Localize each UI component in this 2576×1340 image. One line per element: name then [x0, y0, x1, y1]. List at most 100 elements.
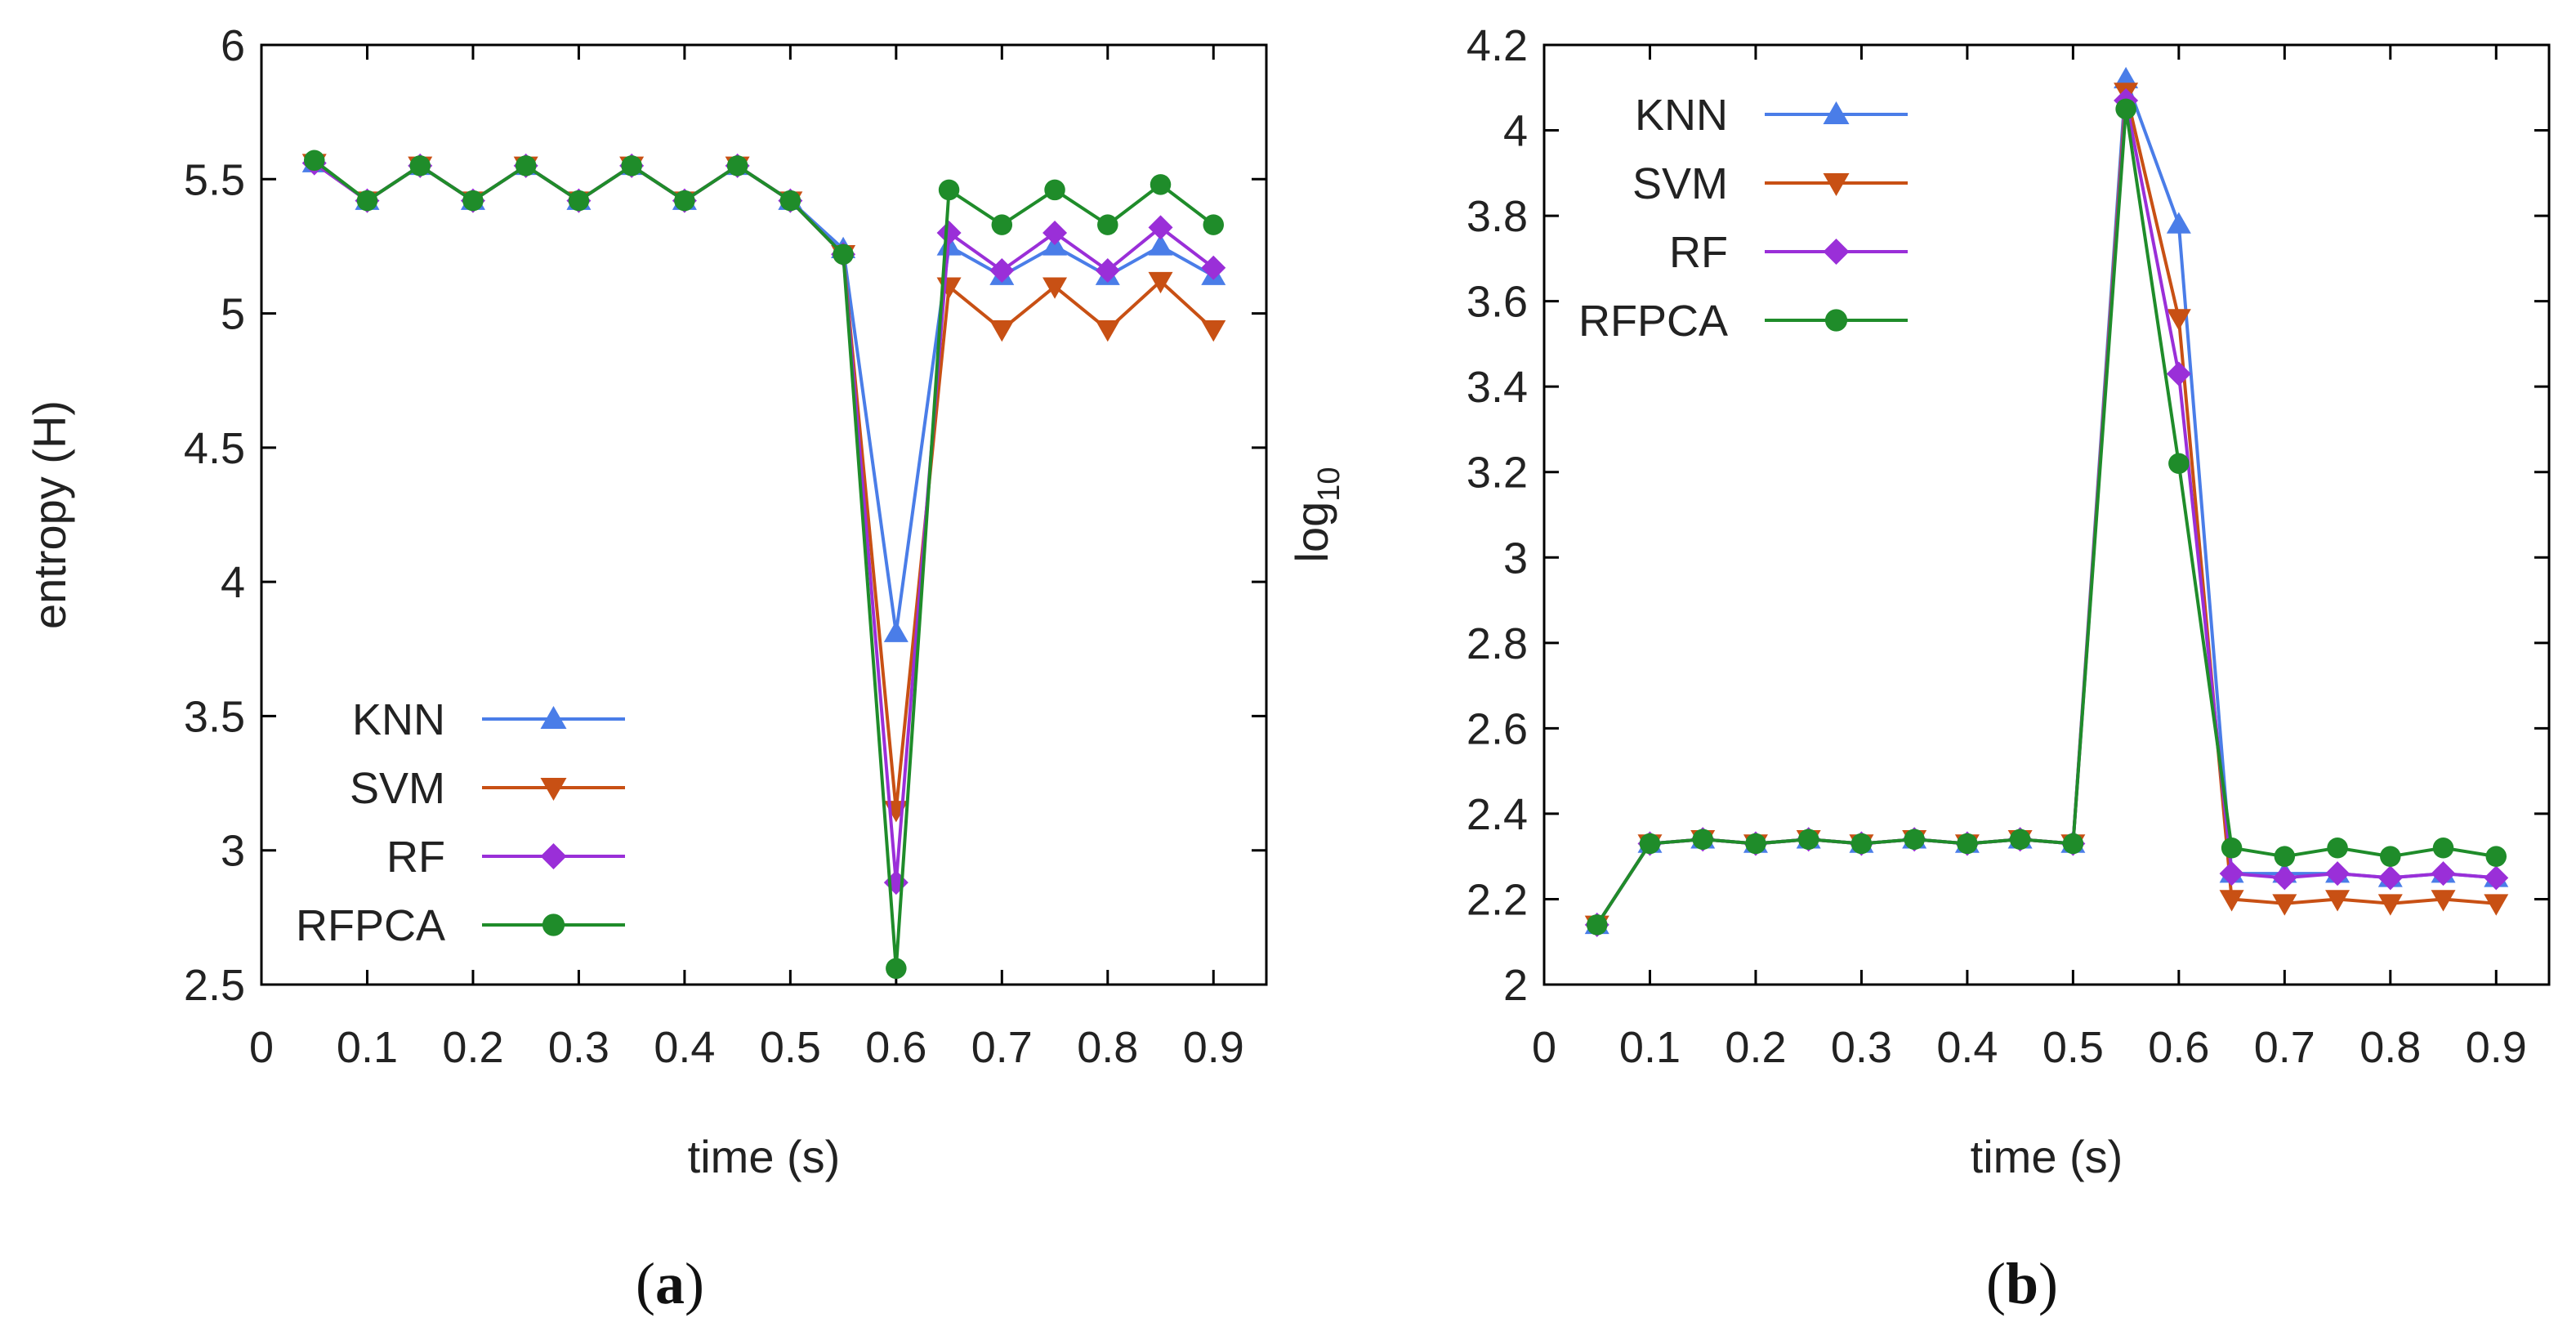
data-point-rf [2325, 861, 2351, 887]
data-point-rfpca [2062, 833, 2084, 855]
y-tick-label: 2.4 [1467, 790, 1528, 839]
data-point-svm [2219, 890, 2244, 912]
data-point-rfpca [938, 179, 960, 201]
x-tick-label: 0.6 [2148, 1023, 2209, 1072]
legend: KNN SVM RF RFPCA [296, 695, 625, 950]
x-axis-label: time (s) [1971, 1131, 2123, 1182]
legend-marker [1823, 101, 1850, 124]
chart-panel-a: 0 0.1 0.2 0.3 0.4 0.5 0.6 0.7 0.8 0.9 2.5 3 3.5 4 4.5… [24, 21, 1268, 1316]
x-tick-label: 0.1 [1619, 1023, 1681, 1072]
y-tick-label: 4 [221, 558, 245, 607]
legend-marker [542, 913, 565, 936]
data-point-rfpca [1904, 829, 1925, 851]
legend-label: RF [1669, 228, 1728, 277]
data-point-svm [1148, 271, 1173, 294]
data-point-svm [2431, 890, 2456, 912]
y-tick-label: 2.8 [1467, 619, 1528, 668]
legend-label: KNN [352, 695, 445, 744]
legend-item-rf: RF [386, 833, 625, 882]
series-line-rfpca [313, 159, 1215, 971]
x-tick-label: 0.9 [2466, 1023, 2527, 1072]
data-point-rfpca [1150, 174, 1172, 195]
series-rfpca [1586, 98, 2507, 936]
y-tick-label: 3.8 [1467, 192, 1528, 241]
data-point-svm [1201, 320, 1226, 342]
legend-label: SVM [1632, 159, 1728, 208]
x-tick-label: 0.9 [1183, 1023, 1244, 1072]
data-point-knn [2166, 212, 2191, 234]
x-tick-label: 0 [249, 1023, 274, 1072]
data-point-rfpca [1586, 914, 1608, 936]
y-axis-label-subscript: 10 [1312, 467, 1346, 501]
data-point-knn [883, 620, 909, 642]
data-point-rfpca [356, 190, 378, 212]
data-point-rfpca [779, 190, 801, 212]
data-point-rfpca [674, 190, 695, 212]
caption-letter: b [2006, 1251, 2038, 1316]
y-tick-label: 3.2 [1467, 449, 1528, 498]
legend-label: RF [386, 833, 445, 882]
x-tick-label: 0.4 [654, 1023, 715, 1072]
y-tick-label: 4 [1503, 107, 1528, 156]
y-axis-label: log10 [1286, 467, 1346, 562]
data-point-rfpca [1797, 829, 1819, 851]
legend-label: RFPCA [1578, 297, 1728, 346]
data-point-rfpca [2115, 98, 2136, 120]
x-tick-label: 0.2 [1725, 1023, 1786, 1072]
data-point-rfpca [1957, 833, 1978, 855]
x-axis-label: time (s) [688, 1131, 841, 1182]
x-tick-label: 0.3 [1831, 1023, 1892, 1072]
x-tick-label: 0.8 [2359, 1023, 2421, 1072]
legend-item-svm: SVM [1632, 159, 1908, 208]
y-axis-label-main: log [1286, 502, 1337, 563]
legend-item-rfpca: RFPCA [296, 901, 625, 950]
legend-item-rf: RF [1669, 228, 1908, 277]
x-tick-label: 0 [1532, 1023, 1556, 1072]
x-tick-label: 0.5 [2042, 1023, 2104, 1072]
data-point-rf [2484, 865, 2509, 891]
data-point-rfpca [2380, 846, 2401, 867]
data-point-svm [1095, 320, 1120, 342]
legend-marker [540, 706, 567, 729]
data-point-rfpca [409, 155, 431, 176]
data-point-rf [2272, 865, 2297, 891]
plot-frame [1542, 43, 2551, 986]
data-point-rf [2166, 361, 2191, 386]
y-tick-label: 5 [221, 290, 245, 339]
data-point-rfpca [2432, 837, 2454, 859]
legend-marker [540, 778, 567, 801]
data-point-svm [2166, 309, 2191, 331]
y-tick-label: 2.6 [1467, 704, 1528, 753]
data-point-rfpca [1639, 833, 1661, 855]
x-tick-label: 0.4 [1936, 1023, 1998, 1072]
data-point-rfpca [1692, 829, 1713, 851]
y-tick-label: 3.6 [1467, 278, 1528, 327]
y-tick-label: 3 [1503, 534, 1528, 583]
legend-label: SVM [350, 764, 445, 813]
svg-text:log10: log10 [1286, 467, 1346, 562]
y-tick-label: 2.2 [1467, 875, 1528, 924]
series-rfpca [303, 150, 1225, 980]
x-tick-label: 0.7 [2254, 1023, 2315, 1072]
data-point-svm [2484, 894, 2509, 916]
data-point-rfpca [2485, 846, 2507, 867]
legend-marker [540, 843, 567, 869]
x-tick-label: 0.2 [442, 1023, 503, 1072]
data-point-rfpca [2168, 453, 2190, 475]
panel-caption: (a) [636, 1251, 704, 1316]
data-point-rfpca [1097, 214, 1118, 235]
data-point-svm [2325, 890, 2351, 912]
y-tick-label: 3.5 [184, 692, 245, 741]
data-point-rf [936, 221, 962, 245]
data-point-rfpca [621, 155, 642, 176]
plot-frame [260, 43, 1268, 986]
data-point-rf [2377, 865, 2403, 891]
legend-item-rfpca: RFPCA [1578, 297, 1908, 346]
data-point-rfpca [303, 150, 325, 172]
caption-open-paren: ( [1986, 1251, 2006, 1316]
legend-marker [1823, 173, 1850, 196]
data-point-rfpca [726, 155, 748, 176]
legend-item-svm: SVM [350, 764, 625, 813]
data-point-rfpca [515, 155, 537, 176]
